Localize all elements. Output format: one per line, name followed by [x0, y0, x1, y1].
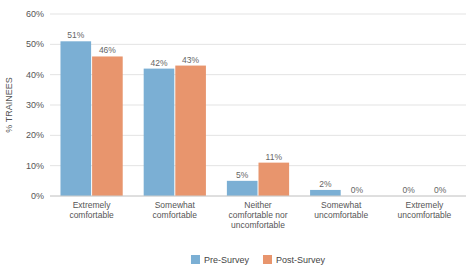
data-label: 0% — [351, 185, 364, 195]
grid-line — [50, 14, 466, 15]
x-axis: Extremelycomfortable Somewhatcomfortable N… — [69, 200, 451, 230]
data-label: 5% — [236, 170, 249, 180]
x-tick-label: Extremelyuncomfortable — [397, 200, 451, 220]
y-tick-label: 20% — [26, 130, 44, 140]
y-tick-label: 40% — [26, 70, 44, 80]
y-axis-label: % TRAINEES — [4, 77, 14, 132]
data-labels: 51% 42% 5% 2% 0% 46% 43% 11% 0% 0% — [67, 30, 447, 195]
data-label: 0% — [402, 185, 415, 195]
y-tick-label: 30% — [26, 100, 44, 110]
y-tick-label: 0% — [31, 191, 44, 201]
data-label: 0% — [434, 185, 447, 195]
legend: Pre-Survey Post-Survey — [191, 255, 326, 265]
bar — [92, 56, 123, 196]
y-tick-label: 50% — [26, 39, 44, 49]
data-label: 42% — [150, 58, 167, 68]
y-tick-label: 10% — [26, 161, 44, 171]
legend-item: Post-Survey — [263, 255, 326, 265]
bar — [227, 181, 258, 196]
data-label: 2% — [319, 179, 332, 189]
data-label: 51% — [67, 30, 84, 40]
legend-swatch — [191, 255, 200, 264]
bar — [310, 190, 341, 196]
bars — [60, 41, 340, 196]
chart: 0% 10% 20% 30% 40% 50% 60% % TRAINEES 51% 42% 5% 2%… — [0, 0, 474, 273]
grid — [50, 14, 466, 196]
legend-label: Post-Survey — [276, 255, 326, 265]
grid-line — [50, 196, 466, 197]
y-tick-label: 60% — [26, 9, 44, 19]
legend-swatch — [263, 255, 272, 264]
data-label: 43% — [182, 55, 199, 65]
chart-container: 0% 10% 20% 30% 40% 50% 60% % TRAINEES 51% 42% 5% 2%… — [0, 0, 474, 273]
bar — [60, 41, 91, 196]
bar — [259, 163, 290, 196]
bar — [175, 66, 206, 196]
x-axis-line — [50, 196, 466, 197]
x-tick-label: Neithercomfortable noruncomfortable — [228, 200, 287, 230]
x-tick-label: Somewhatuncomfortable — [314, 200, 368, 220]
legend-item: Pre-Survey — [191, 255, 250, 265]
legend-label: Pre-Survey — [204, 255, 250, 265]
x-tick-label: Extremelycomfortable — [69, 200, 114, 220]
bar — [144, 69, 175, 196]
y-axis: 0% 10% 20% 30% 40% 50% 60% — [26, 9, 44, 201]
x-tick-label: Somewhatcomfortable — [153, 200, 198, 220]
data-label: 11% — [266, 152, 283, 162]
data-label: 46% — [99, 45, 116, 55]
